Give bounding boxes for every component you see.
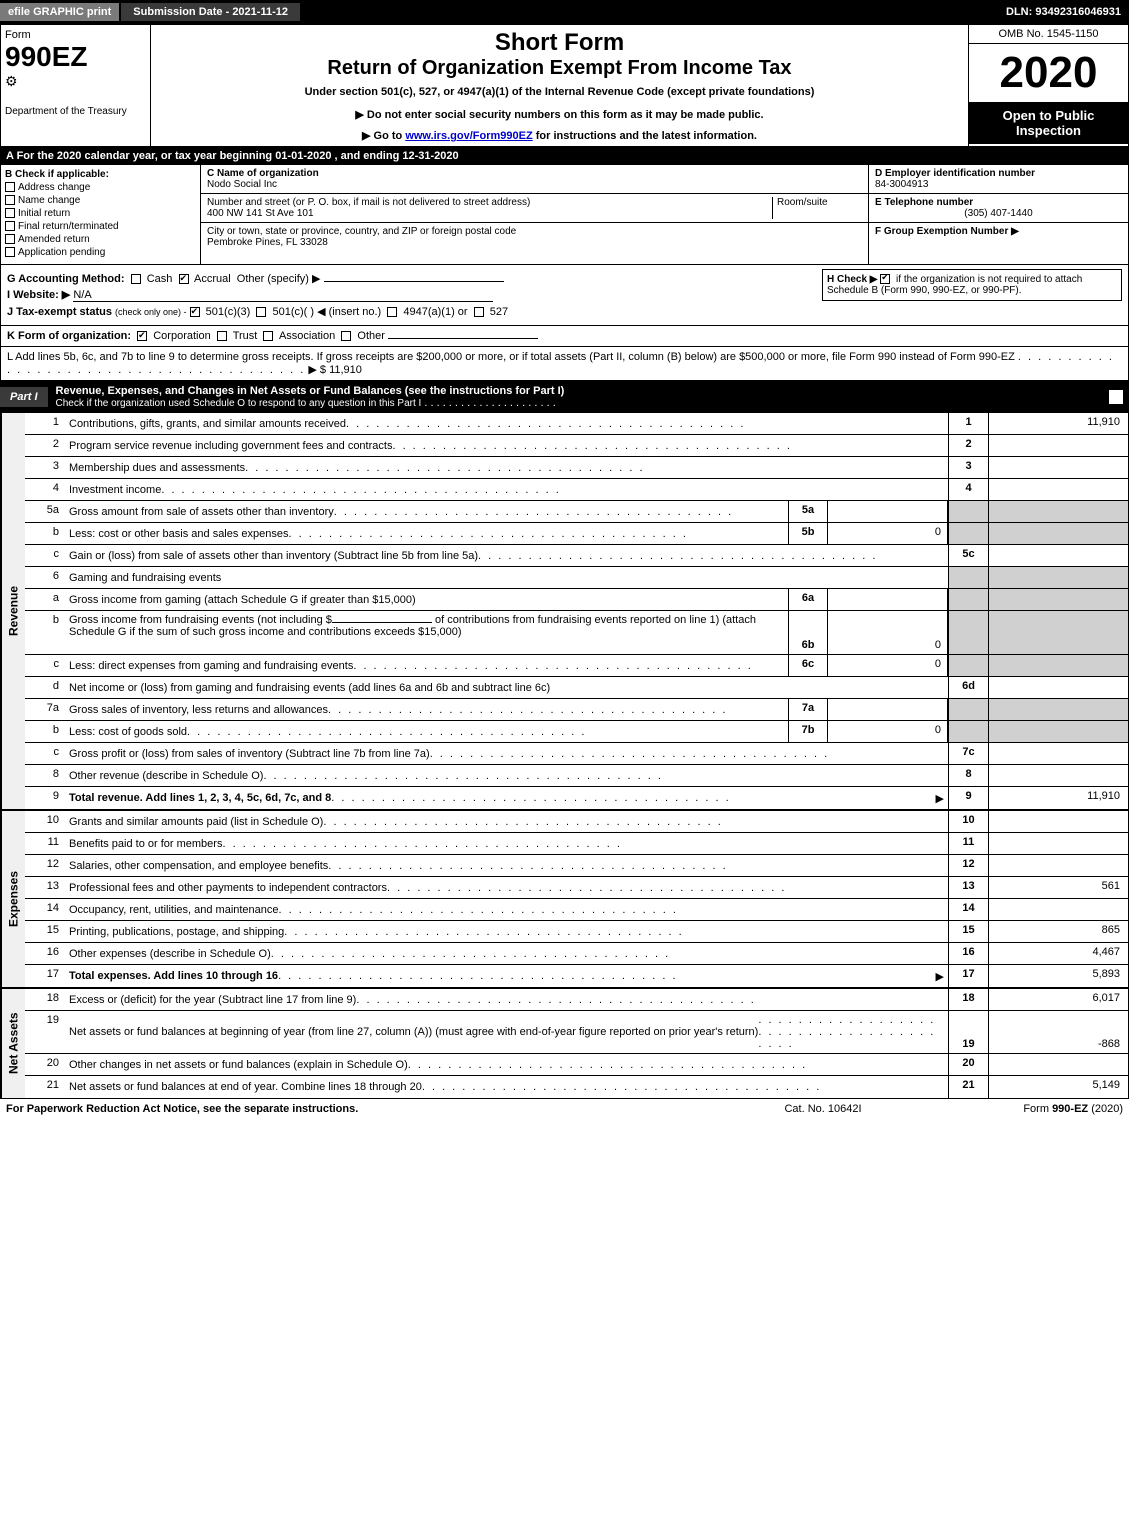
checkbox-527[interactable]: [474, 307, 484, 317]
i-label: I Website: ▶: [7, 289, 70, 301]
l-section: L Add lines 5b, 6c, and 7b to line 9 to …: [0, 347, 1129, 381]
return-title: Return of Organization Exempt From Incom…: [155, 57, 964, 80]
phone-value: (305) 407-1440: [875, 208, 1122, 219]
checkbox-initial-return[interactable]: [5, 208, 15, 218]
omb-no: OMB No. 1545-1150: [969, 25, 1128, 44]
checkbox-h[interactable]: [880, 274, 890, 284]
checkbox-amended[interactable]: [5, 234, 15, 244]
checkbox-other-org[interactable]: [341, 331, 351, 341]
form-header: Form 990EZ ⚙ Department of the Treasury …: [0, 24, 1129, 147]
do-not-enter: ▶ Do not enter social security numbers o…: [155, 108, 964, 121]
revenue-table: Revenue 1Contributions, gifts, grants, a…: [0, 413, 1129, 810]
k-section: K Form of organization: Corporation Trus…: [0, 326, 1129, 347]
city-value: Pembroke Pines, FL 33028: [207, 237, 328, 248]
d-ein-label: D Employer identification number: [875, 168, 1035, 179]
g-to-l-section: H Check ▶ if the organization is not req…: [0, 265, 1129, 326]
netassets-table: Net Assets 18Excess or (deficit) for the…: [0, 988, 1129, 1099]
b-label: B Check if applicable:: [5, 169, 109, 180]
footer-right: Form 990-EZ (2020): [923, 1103, 1123, 1115]
checkbox-corp[interactable]: [137, 331, 147, 341]
org-name: Nodo Social Inc: [207, 179, 277, 190]
website-value: N/A: [73, 289, 91, 301]
checkbox-cash[interactable]: [131, 274, 141, 284]
checkbox-final-return[interactable]: [5, 221, 15, 231]
goto-line: ▶ Go to www.irs.gov/Form990EZ for instru…: [155, 129, 964, 142]
g-label: G Accounting Method:: [7, 273, 125, 285]
room-suite-label: Room/suite: [772, 197, 862, 219]
part1-label: Part I: [0, 387, 48, 407]
h-box: H Check ▶ if the organization is not req…: [822, 269, 1122, 301]
f-group-label: F Group Exemption Number ▶: [875, 226, 1019, 237]
checkbox-assoc[interactable]: [263, 331, 273, 341]
irs-link[interactable]: www.irs.gov/Form990EZ: [405, 130, 532, 142]
footer-left: For Paperwork Reduction Act Notice, see …: [6, 1103, 723, 1115]
b-section: B Check if applicable: Address change Na…: [0, 165, 1129, 265]
j-label: J Tax-exempt status: [7, 306, 112, 318]
dln: DLN: 93492316046931: [998, 3, 1129, 21]
checkbox-address-change[interactable]: [5, 182, 15, 192]
expenses-sideband: Expenses: [1, 811, 25, 987]
ein-value: 84-3004913: [875, 179, 928, 190]
part1-sub: Check if the organization used Schedule …: [56, 398, 422, 409]
checkbox-trust[interactable]: [217, 331, 227, 341]
checkbox-501c3[interactable]: [190, 307, 200, 317]
open-to-public: Open to Public Inspection: [969, 102, 1128, 144]
l-text: L Add lines 5b, 6c, and 7b to line 9 to …: [7, 351, 1015, 363]
tax-year: 2020: [969, 44, 1128, 102]
under-section: Under section 501(c), 527, or 4947(a)(1)…: [155, 86, 964, 98]
dept-treasury: Department of the Treasury: [5, 106, 146, 117]
submission-date: Submission Date - 2021-11-12: [121, 3, 300, 21]
street-value: 400 NW 141 St Ave 101: [207, 208, 772, 219]
form-number: 990EZ: [5, 41, 146, 73]
line9-amount: 11,910: [988, 787, 1128, 809]
checkbox-4947[interactable]: [387, 307, 397, 317]
topbar: efile GRAPHIC print Submission Date - 20…: [0, 0, 1129, 24]
netassets-sideband: Net Assets: [1, 989, 25, 1098]
line1-amount: 11,910: [988, 413, 1128, 434]
part1-header: Part I Revenue, Expenses, and Changes in…: [0, 381, 1129, 413]
short-form-title: Short Form: [155, 29, 964, 57]
efile-print-button[interactable]: efile GRAPHIC print: [0, 3, 119, 21]
city-label: City or town, state or province, country…: [207, 226, 516, 237]
a-tax-year-bar: A For the 2020 calendar year, or tax yea…: [0, 147, 1129, 165]
street-label: Number and street (or P. O. box, if mail…: [207, 197, 772, 208]
checkbox-schedule-o[interactable]: ✔: [1109, 390, 1123, 404]
expenses-table: Expenses 10Grants and similar amounts pa…: [0, 810, 1129, 988]
footer-mid: Cat. No. 10642I: [723, 1103, 923, 1115]
c-name-label: C Name of organization: [207, 168, 319, 179]
checkbox-pending[interactable]: [5, 247, 15, 257]
l-amount: ▶ $ 11,910: [308, 364, 362, 376]
k-label: K Form of organization:: [7, 330, 131, 342]
revenue-sideband: Revenue: [1, 413, 25, 809]
checkbox-name-change[interactable]: [5, 195, 15, 205]
form-label: Form: [5, 29, 146, 41]
part1-title: Revenue, Expenses, and Changes in Net As…: [56, 385, 565, 397]
e-phone-label: E Telephone number: [875, 197, 973, 208]
page-footer: For Paperwork Reduction Act Notice, see …: [0, 1099, 1129, 1119]
checkbox-501c[interactable]: [256, 307, 266, 317]
checkbox-accrual[interactable]: [179, 274, 189, 284]
